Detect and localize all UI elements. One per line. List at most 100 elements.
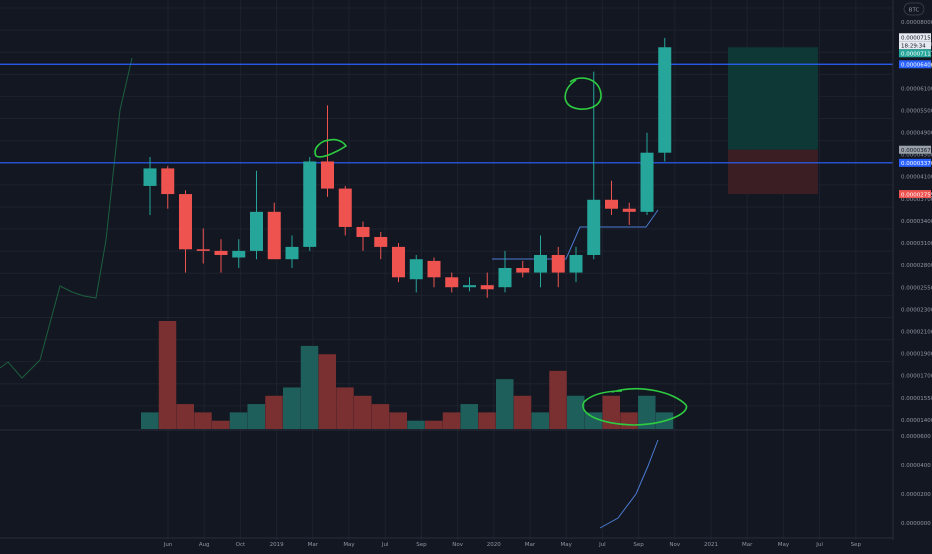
time-tick-label: May xyxy=(561,542,573,548)
time-tick-label: Mar xyxy=(525,542,536,548)
price-label-bg xyxy=(899,49,931,58)
price-label-close: 0.00007117 xyxy=(901,51,932,57)
time-axis[interactable]: Jun Aug Oct 2019 Mar May Jul Sep Nov 2020 Mar May Ju… xyxy=(0,537,893,548)
price-axis[interactable]: 0.000080000.000073000.000067000.00006100… xyxy=(892,0,932,540)
volume-bar xyxy=(567,395,585,429)
candle-body[interactable] xyxy=(374,236,388,247)
circle-annotation-volume[interactable] xyxy=(582,388,688,426)
volume-bar xyxy=(584,412,603,429)
candle-body[interactable] xyxy=(196,249,210,251)
price-tick-label: 0.00003400 xyxy=(901,219,932,225)
price-tick-label: 0.00005500 xyxy=(901,108,932,114)
candle-body[interactable] xyxy=(179,194,192,250)
candle-body[interactable] xyxy=(605,199,618,209)
time-tick-label: Nov xyxy=(669,542,680,548)
volume-axis-tick-label: 0.0000000 xyxy=(901,521,931,527)
time-tick-label: May xyxy=(778,542,790,548)
candle-body[interactable] xyxy=(480,285,494,290)
position-profit-zone[interactable] xyxy=(728,47,818,150)
candle-body[interactable] xyxy=(463,285,476,288)
price-tick-label: 0.00001400 xyxy=(901,418,932,424)
volume-bar xyxy=(478,412,496,429)
horizontal-lines[interactable] xyxy=(0,63,893,164)
price-tick-label: 0.00002800 xyxy=(901,263,932,269)
volume-bar xyxy=(620,412,638,429)
unit-badge[interactable]: BTC xyxy=(903,2,925,16)
candle-body[interactable] xyxy=(161,168,175,195)
time-tick-label: Mar xyxy=(308,542,319,548)
volume-bar xyxy=(212,420,230,429)
candle-body[interactable] xyxy=(356,226,370,237)
candle-body[interactable] xyxy=(445,277,459,288)
price-tick-label: 0.00002550 xyxy=(901,285,932,291)
volume-bar xyxy=(496,379,514,429)
long-position-tool[interactable] xyxy=(728,47,818,195)
price-tick-label: 0.00001550 xyxy=(901,396,932,402)
candle-body[interactable] xyxy=(658,47,672,153)
volume-bar xyxy=(602,395,620,429)
price-tick-label: 0.00004100 xyxy=(901,175,932,181)
candle-body[interactable] xyxy=(427,260,441,278)
drawing-annotations[interactable] xyxy=(314,77,688,426)
indicator-line-left xyxy=(0,57,133,379)
candle-body[interactable] xyxy=(143,168,157,186)
candle-body[interactable] xyxy=(338,188,352,227)
volume-bars xyxy=(141,321,674,429)
price-tick-label: 0.00001700 xyxy=(901,374,932,380)
price-tick-label: 0.00008000 xyxy=(901,20,932,26)
price-label-bg xyxy=(899,145,931,154)
volume-bar xyxy=(389,412,407,429)
position-loss-zone[interactable] xyxy=(728,149,818,195)
price-label-position-entry: 0.00003670 xyxy=(901,148,932,154)
candle-body[interactable] xyxy=(640,152,654,212)
candle-body[interactable] xyxy=(569,254,583,273)
volume-bar xyxy=(141,412,159,429)
candle-body[interactable] xyxy=(534,254,547,273)
volume-bar xyxy=(460,404,478,429)
candle-body[interactable] xyxy=(516,267,530,273)
candle-body[interactable] xyxy=(214,250,228,255)
candle-body[interactable] xyxy=(587,199,601,255)
candle-body[interactable] xyxy=(409,259,423,280)
volume-bar xyxy=(549,370,567,429)
candle-body[interactable] xyxy=(250,211,263,251)
circle-annotation-top[interactable] xyxy=(564,77,602,110)
candle-body[interactable] xyxy=(285,246,299,260)
time-tick-label: Jul xyxy=(598,542,606,548)
volume-bar xyxy=(638,395,656,429)
price-label-countdown: 18:29:34 xyxy=(901,43,926,49)
volume-bar xyxy=(442,412,461,429)
price-label-bg xyxy=(899,190,931,199)
price-label-stop-loss: 0.00002755 xyxy=(901,192,932,198)
hline-price-label-bg xyxy=(899,158,931,167)
candle-body[interactable] xyxy=(267,211,281,260)
volume-bar xyxy=(354,395,372,429)
candle-body[interactable] xyxy=(498,267,512,288)
candle-body[interactable] xyxy=(303,161,317,247)
price-tick-label: 0.00004900 xyxy=(901,131,932,137)
indicator-line-lower xyxy=(599,439,659,529)
price-tick-label: 0.00004500 xyxy=(901,153,932,159)
volume-bar xyxy=(247,404,265,429)
candle-body[interactable] xyxy=(392,246,405,278)
time-tick-label: May xyxy=(343,542,355,548)
price-tick-label: 0.00003100 xyxy=(901,241,932,247)
candles[interactable] xyxy=(143,37,672,298)
candle-body[interactable] xyxy=(622,208,636,212)
unit-badge-text: BTC xyxy=(909,8,920,14)
circle-annotation-middle[interactable] xyxy=(314,138,348,158)
volume-axis-tick-label: 0.0000600 xyxy=(901,434,931,440)
volume-bar xyxy=(513,395,532,429)
volume-bar xyxy=(283,387,301,429)
candle-body[interactable] xyxy=(232,250,246,258)
candle-body[interactable] xyxy=(551,254,565,273)
price-tick-label: 0.00006100 xyxy=(901,86,932,92)
time-tick-label: Sep xyxy=(633,542,644,548)
candle-body[interactable] xyxy=(321,161,334,189)
volume-bar xyxy=(407,420,425,429)
time-tick-label: 2020 xyxy=(487,542,501,548)
time-tick-label: Mar xyxy=(742,542,753,548)
volume-bar xyxy=(176,404,194,429)
